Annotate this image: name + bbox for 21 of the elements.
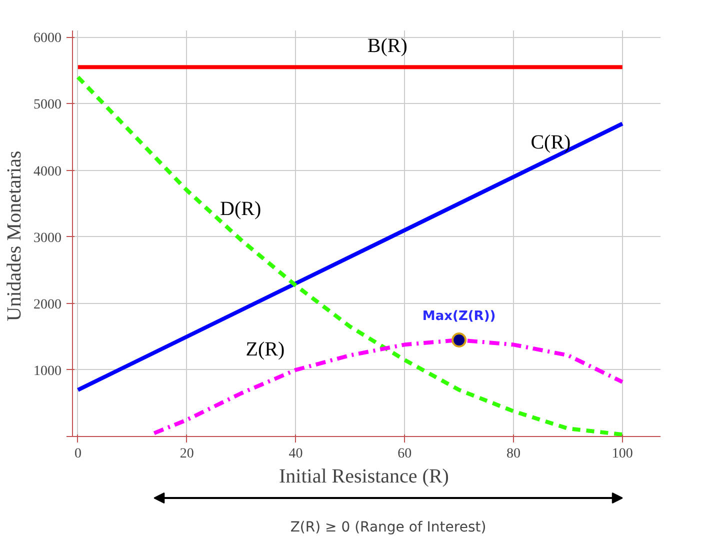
y-tick-label: 4000 — [34, 164, 62, 180]
x-tick-label: 80 — [506, 446, 520, 462]
y-tick-label: 1000 — [34, 364, 62, 379]
series-label: C(R) — [530, 132, 571, 154]
series-label: B(R) — [367, 35, 408, 58]
x-tick-label: 40 — [288, 446, 303, 462]
text: Z(R) ≥ 0 (Range of Interest) — [290, 520, 486, 536]
y-tick-label: 6000 — [34, 31, 62, 46]
y-axis-title: Unidades Monetarias — [4, 150, 26, 322]
x-tick-label: 100 — [612, 446, 633, 462]
y-tick-label: 2000 — [34, 297, 62, 312]
series-label: Z(R) — [246, 338, 285, 360]
line-series — [76, 75, 624, 436]
x-tick-label: 20 — [180, 446, 194, 462]
x-tick-label: 0 — [74, 446, 82, 462]
x-axis-title: Initial Resistance (R) — [279, 466, 449, 488]
y-tick-label: 5000 — [34, 98, 62, 113]
y-tick-label: 3000 — [34, 230, 62, 246]
annotation: Max(Z(R)) — [422, 308, 496, 324]
series-label: D(R) — [220, 198, 262, 220]
x-tick-label: 60 — [398, 446, 412, 462]
